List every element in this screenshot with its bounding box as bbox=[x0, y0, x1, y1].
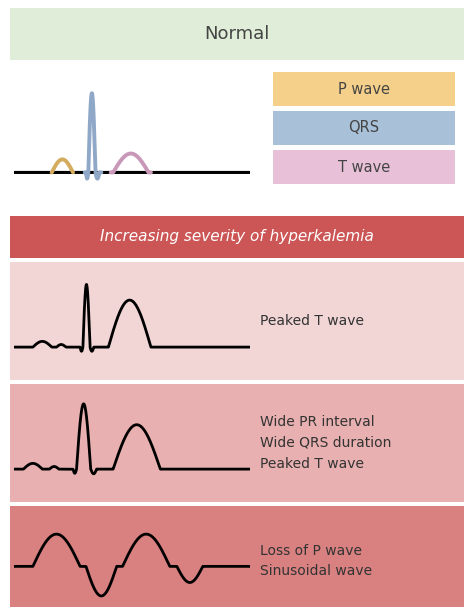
Bar bbox=[10, 262, 464, 380]
Bar bbox=[10, 8, 464, 60]
Bar bbox=[10, 64, 464, 212]
Bar bbox=[10, 384, 464, 502]
Bar bbox=[273, 150, 455, 184]
Text: T wave: T wave bbox=[338, 160, 390, 174]
Bar bbox=[10, 506, 464, 607]
Text: QRS: QRS bbox=[348, 121, 380, 135]
Text: Peaked T wave: Peaked T wave bbox=[260, 314, 364, 328]
Text: Increasing severity of hyperkalemia: Increasing severity of hyperkalemia bbox=[100, 229, 374, 245]
Bar bbox=[10, 216, 464, 258]
Text: Wide PR interval
Wide QRS duration
Peaked T wave: Wide PR interval Wide QRS duration Peake… bbox=[260, 415, 391, 470]
Text: P wave: P wave bbox=[338, 81, 390, 97]
Bar bbox=[273, 111, 455, 145]
Text: Normal: Normal bbox=[204, 25, 270, 43]
Text: Loss of P wave
Sinusoidal wave: Loss of P wave Sinusoidal wave bbox=[260, 544, 372, 578]
Bar bbox=[273, 72, 455, 106]
